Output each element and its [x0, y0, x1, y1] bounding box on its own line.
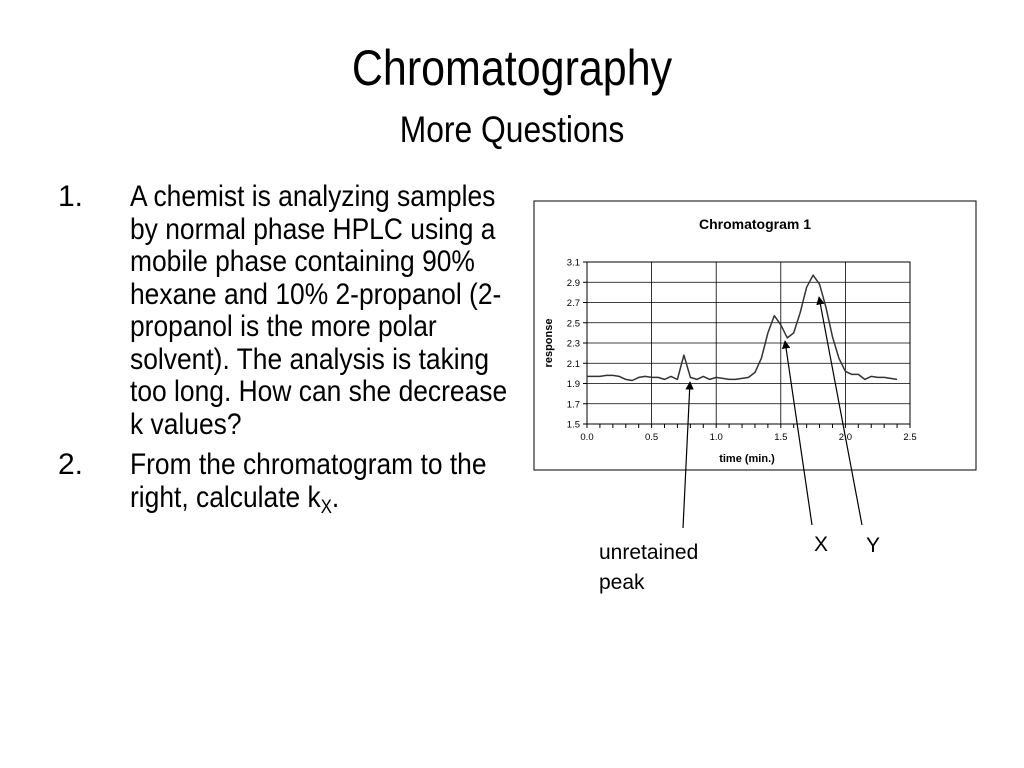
x-tick-label: 1.0 — [710, 432, 723, 443]
question-1-text: A chemist is analyzing samples by normal… — [130, 180, 508, 441]
question-1: 1. A chemist is analyzing samples by nor… — [58, 180, 528, 441]
unretained-label-line1: unretained — [599, 541, 698, 564]
chart-title: Chromatogram 1 — [699, 216, 811, 232]
arrow-x-peak — [781, 340, 813, 526]
question-2-suffix: . — [331, 480, 340, 514]
y-tick-label: 2.9 — [567, 278, 580, 289]
question-list: 1. A chemist is analyzing samples by nor… — [58, 180, 528, 522]
question-2-subscript: X — [320, 496, 332, 518]
x-tick-label: 2.5 — [903, 432, 916, 443]
plot-area — [586, 261, 911, 425]
series-group — [587, 274, 898, 382]
y-tick-label: 2.5 — [567, 318, 580, 329]
x-tick-label: 0.0 — [580, 432, 593, 443]
question-2: 2. From the chromatogram to the right, c… — [58, 448, 528, 516]
slide-subtitle: More Questions — [399, 109, 625, 150]
x-axis-label: time (min.) — [719, 453, 775, 465]
question-2-text-wrap: From the chromatogram to the right, calc… — [130, 448, 526, 516]
series-line-0 — [587, 274, 898, 382]
y-tick-label: 1.7 — [567, 399, 580, 410]
x-peak-label: X — [814, 533, 828, 556]
question-1-number: 1. — [58, 180, 84, 213]
y-axis-label: response — [543, 319, 555, 368]
x-tick-label: 1.5 — [774, 432, 787, 443]
question-2-number: 2. — [58, 448, 84, 481]
arrow-unretained-peak — [682, 381, 694, 529]
annotation-arrows — [682, 296, 863, 529]
unretained-label-line2: peak — [599, 571, 645, 594]
y-tick-label: 3.1 — [567, 258, 580, 269]
axis-ticks — [583, 261, 911, 428]
y-peak-label: Y — [866, 534, 880, 557]
y-tick-label: 1.5 — [567, 420, 580, 431]
question-2-text: From the chromatogram to the right, calc… — [130, 448, 487, 514]
arrow-y-peak — [816, 296, 863, 526]
y-tick-label: 2.1 — [567, 359, 580, 370]
y-tick-label: 1.9 — [567, 379, 580, 390]
y-tick-label: 2.7 — [567, 298, 580, 309]
x-tick-label: 0.5 — [645, 432, 658, 443]
y-tick-label: 2.3 — [567, 339, 580, 350]
slide-title: Chromatography — [351, 40, 673, 96]
